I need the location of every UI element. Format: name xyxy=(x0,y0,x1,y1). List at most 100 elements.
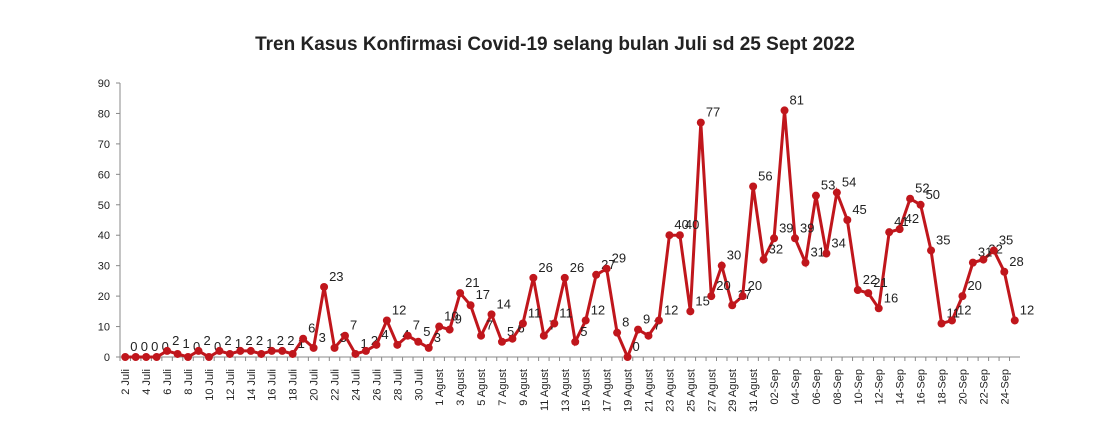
y-tick-label: 10 xyxy=(98,322,110,334)
data-point xyxy=(759,255,768,264)
data-point xyxy=(613,328,622,337)
data-point xyxy=(424,343,433,352)
data-label: 29 xyxy=(612,251,626,266)
x-tick-label: 31 Agust xyxy=(748,369,760,412)
data-label: 9 xyxy=(455,312,462,327)
x-tick-label: 20 Juli xyxy=(309,369,321,401)
data-label: 0 xyxy=(162,339,169,354)
data-point xyxy=(351,349,360,358)
x-tick-label: 10-Sep xyxy=(853,369,865,404)
data-label: 2 xyxy=(371,333,378,348)
data-point xyxy=(204,353,213,361)
data-label: 52 xyxy=(915,181,929,196)
x-tick-label: 13 Agust xyxy=(560,369,572,412)
data-label: 5 xyxy=(580,324,587,339)
data-point xyxy=(801,258,810,267)
data-label: 12 xyxy=(1020,302,1034,317)
x-tick-label: 12-Sep xyxy=(874,369,886,404)
x-tick-label: 10 Juli xyxy=(204,369,216,401)
data-point xyxy=(320,282,329,291)
x-tick-label: 30 Juli xyxy=(413,369,425,401)
data-point xyxy=(581,316,590,325)
data-label: 3 xyxy=(434,330,441,345)
data-point xyxy=(623,353,632,361)
x-tick-label: 18 Juli xyxy=(288,369,300,401)
data-label: 0 xyxy=(141,339,148,354)
data-point xyxy=(278,346,287,355)
data-label: 30 xyxy=(727,248,741,263)
x-tick-label: 8 Juli xyxy=(183,369,195,395)
data-label: 31 xyxy=(810,245,824,260)
x-tick-label: 7 Agust xyxy=(497,369,509,406)
x-tick-label: 02-Sep xyxy=(769,369,781,404)
data-point xyxy=(1000,267,1009,276)
data-label: 12 xyxy=(591,302,605,317)
data-label: 17 xyxy=(476,287,490,302)
x-tick-label: 06-Sep xyxy=(811,369,823,404)
data-point xyxy=(665,231,674,240)
data-point xyxy=(707,292,716,301)
data-label: 7 xyxy=(486,318,493,333)
data-point xyxy=(403,331,412,340)
x-tick-label: 18-Sep xyxy=(937,369,949,404)
y-tick-label: 20 xyxy=(98,291,110,303)
data-point xyxy=(864,289,873,298)
y-tick-label: 90 xyxy=(98,78,110,90)
x-tick-label: 12 Juli xyxy=(225,369,237,401)
data-point xyxy=(267,346,276,355)
data-label: 39 xyxy=(800,220,814,235)
data-point xyxy=(456,289,465,298)
data-label: 35 xyxy=(999,232,1013,247)
data-point xyxy=(895,225,904,234)
data-label: 35 xyxy=(936,232,950,247)
data-label: 7 xyxy=(413,318,420,333)
data-point xyxy=(184,353,193,361)
x-tick-label: 19 Agust xyxy=(623,369,635,412)
data-point xyxy=(487,310,496,319)
data-label: 7 xyxy=(653,318,660,333)
data-label: 50 xyxy=(926,187,940,202)
data-point xyxy=(979,255,988,264)
data-point xyxy=(341,331,349,340)
data-label: 0 xyxy=(633,339,640,354)
x-tick-label: 11 Agust xyxy=(539,369,551,411)
y-tick-label: 40 xyxy=(98,230,110,242)
x-tick-label: 15 Agust xyxy=(581,369,593,412)
x-tick-label: 28 Juli xyxy=(392,369,404,401)
data-label: 21 xyxy=(465,275,479,290)
data-point xyxy=(906,194,915,203)
data-point xyxy=(445,325,454,334)
data-point xyxy=(717,261,726,270)
data-point xyxy=(780,106,789,115)
data-label: 20 xyxy=(967,278,981,293)
y-tick-label: 70 xyxy=(98,139,110,151)
data-label: 26 xyxy=(570,260,584,275)
data-label: 32 xyxy=(769,242,783,257)
data-point xyxy=(477,331,486,340)
x-tick-label: 24-Sep xyxy=(999,369,1011,404)
data-point xyxy=(163,346,172,355)
data-label: 7 xyxy=(350,318,357,333)
data-point xyxy=(989,246,998,255)
x-tick-label: 26 Juli xyxy=(371,369,383,401)
data-label: 14 xyxy=(497,296,511,311)
data-point xyxy=(947,316,956,325)
data-label: 12 xyxy=(957,302,971,317)
x-tick-label: 16 Juli xyxy=(267,369,279,401)
data-point xyxy=(916,200,925,209)
data-label: 1 xyxy=(235,336,242,351)
data-point xyxy=(131,353,140,361)
data-point xyxy=(696,118,705,127)
data-point xyxy=(937,319,946,328)
data-point xyxy=(173,349,182,358)
data-label: 1 xyxy=(360,336,367,351)
x-tick-label: 17 Agust xyxy=(602,369,614,412)
data-label: 11 xyxy=(528,306,542,321)
data-label: 0 xyxy=(193,339,200,354)
data-label: 20 xyxy=(716,278,730,293)
data-label: 22 xyxy=(863,272,877,287)
data-label: 16 xyxy=(884,290,898,305)
x-tick-label: 21 Agust xyxy=(643,369,655,412)
data-point xyxy=(927,246,936,255)
data-label: 41 xyxy=(894,214,908,229)
